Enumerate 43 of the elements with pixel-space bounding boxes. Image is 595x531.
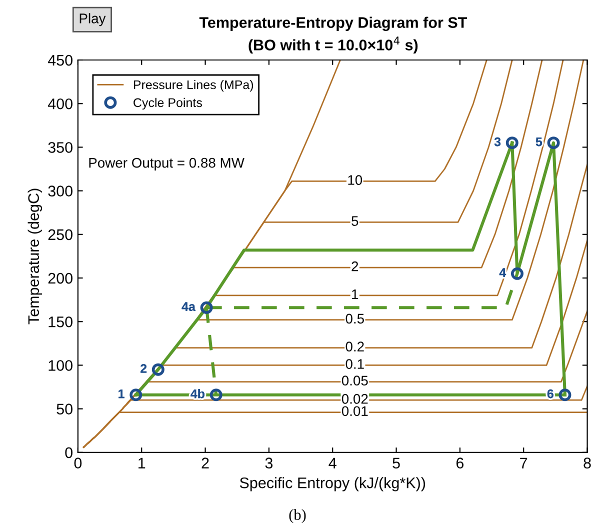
annotation: 1 (118, 389, 124, 398)
annotation: 5 (536, 137, 542, 146)
x-tick-label: 6 (456, 458, 464, 468)
chart-subtitle: (BO with t = 10.0×10$^{4}$ s) (248, 36, 418, 54)
y-tick-label: 350 (48, 142, 72, 153)
annotation: 0.01 (342, 406, 368, 416)
text: (b) (289, 509, 306, 524)
text: Play (80, 13, 106, 26)
annotation: 0.1 (346, 359, 364, 369)
y-tick-label: 200 (48, 272, 72, 284)
x-tick-label: 5 (392, 458, 400, 468)
x-tick-label: 3 (265, 458, 273, 468)
y-tick-label: 300 (48, 186, 72, 196)
chart-title: Temperature-Entropy Diagram for ST (199, 16, 468, 32)
annotation: 2 (352, 261, 358, 272)
x-tick-label: 4 (328, 458, 336, 468)
annotation: 10 (348, 175, 362, 185)
legend-label: Pressure Lines (MPa) (134, 80, 254, 92)
y-axis-title: Temperature (degC) (28, 188, 42, 324)
annotation: 5 (352, 216, 358, 226)
annotation: 3 (494, 137, 501, 146)
annotation: 4a (182, 302, 196, 312)
annotation: 0.02 (342, 394, 368, 404)
annotation: Power Output = 0.88 MW (89, 158, 244, 170)
x-axis-title: Specific Entropy (kJ/(kg*K)) (240, 477, 426, 492)
x-tick-label: 7 (520, 458, 528, 468)
x-tick-label: 2 (202, 458, 209, 468)
legend-label: Cycle Points (134, 98, 202, 110)
y-tick-label: 450 (48, 54, 72, 66)
y-tick-label: 400 (48, 98, 72, 110)
y-tick-label: 100 (48, 360, 72, 371)
x-tick-label: 1 (138, 458, 146, 468)
y-tick-label: 150 (48, 316, 72, 328)
annotation: 0.5 (346, 314, 364, 324)
x-tick-label: 0 (74, 458, 82, 468)
annotation: 0.05 (342, 376, 368, 386)
y-tick-label: 50 (56, 404, 72, 414)
annotation: 1 (352, 289, 358, 300)
x-tick-label: 8 (584, 458, 591, 468)
annotation: 2 (140, 364, 147, 373)
annotation: 0.2 (346, 342, 364, 352)
y-tick-label: 0 (65, 447, 72, 458)
y-tick-label: 250 (48, 229, 72, 240)
